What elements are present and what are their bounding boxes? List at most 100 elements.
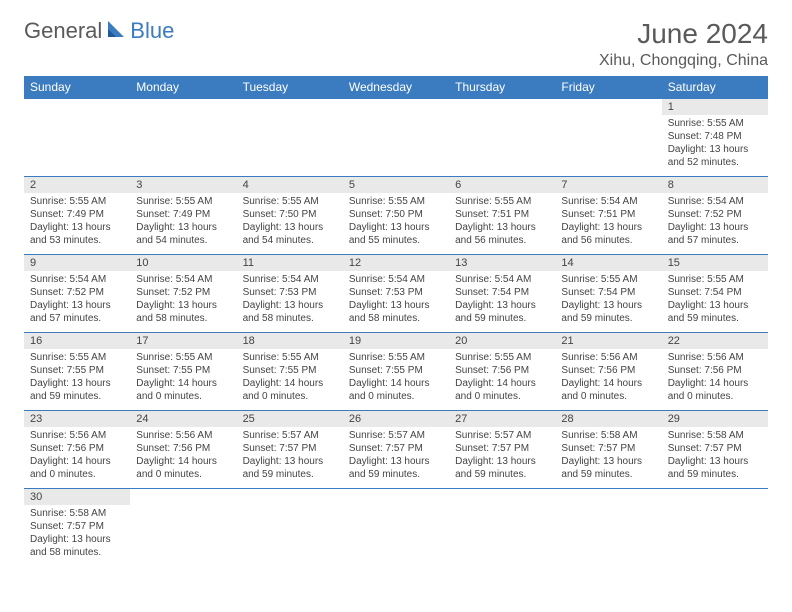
sunrise-line: Sunrise: 5:57 AM [349,429,443,442]
weekday-header: Sunday [24,76,130,99]
calendar-empty [555,489,661,567]
day-content: Sunrise: 5:55 AMSunset: 7:48 PMDaylight:… [662,115,768,173]
day-content: Sunrise: 5:56 AMSunset: 7:56 PMDaylight:… [662,349,768,407]
daylight-line: Daylight: 13 hours and 57 minutes. [30,299,124,325]
day-content: Sunrise: 5:57 AMSunset: 7:57 PMDaylight:… [237,427,343,485]
daylight-line: Daylight: 14 hours and 0 minutes. [30,455,124,481]
calendar-empty [343,99,449,177]
calendar-day: 8Sunrise: 5:54 AMSunset: 7:52 PMDaylight… [662,177,768,255]
sunset-line: Sunset: 7:49 PM [30,208,124,221]
calendar-empty [24,99,130,177]
day-content: Sunrise: 5:58 AMSunset: 7:57 PMDaylight:… [555,427,661,485]
sunset-line: Sunset: 7:55 PM [349,364,443,377]
day-content: Sunrise: 5:54 AMSunset: 7:51 PMDaylight:… [555,193,661,251]
day-number: 11 [237,255,343,271]
daylight-line: Daylight: 13 hours and 55 minutes. [349,221,443,247]
sunset-line: Sunset: 7:53 PM [243,286,337,299]
sunset-line: Sunset: 7:55 PM [136,364,230,377]
day-number: 29 [662,411,768,427]
day-content: Sunrise: 5:54 AMSunset: 7:52 PMDaylight:… [662,193,768,251]
day-number: 4 [237,177,343,193]
daylight-line: Daylight: 13 hours and 59 minutes. [668,299,762,325]
day-content: Sunrise: 5:55 AMSunset: 7:56 PMDaylight:… [449,349,555,407]
sunset-line: Sunset: 7:48 PM [668,130,762,143]
title-block: June 2024 Xihu, Chongqing, China [599,18,768,70]
daylight-line: Daylight: 13 hours and 56 minutes. [455,221,549,247]
daylight-line: Daylight: 13 hours and 56 minutes. [561,221,655,247]
day-number: 8 [662,177,768,193]
weekday-header: Thursday [449,76,555,99]
sunset-line: Sunset: 7:55 PM [243,364,337,377]
day-number: 17 [130,333,236,349]
day-content: Sunrise: 5:54 AMSunset: 7:52 PMDaylight:… [130,271,236,329]
daylight-line: Daylight: 13 hours and 58 minutes. [30,533,124,559]
day-number: 20 [449,333,555,349]
day-content: Sunrise: 5:55 AMSunset: 7:51 PMDaylight:… [449,193,555,251]
day-content: Sunrise: 5:55 AMSunset: 7:55 PMDaylight:… [237,349,343,407]
sunset-line: Sunset: 7:57 PM [243,442,337,455]
calendar: SundayMondayTuesdayWednesdayThursdayFrid… [24,76,768,567]
day-number: 5 [343,177,449,193]
location: Xihu, Chongqing, China [599,52,768,70]
sunrise-line: Sunrise: 5:54 AM [668,195,762,208]
sunrise-line: Sunrise: 5:54 AM [455,273,549,286]
calendar-day: 23Sunrise: 5:56 AMSunset: 7:56 PMDayligh… [24,411,130,489]
daylight-line: Daylight: 13 hours and 59 minutes. [455,455,549,481]
day-content: Sunrise: 5:54 AMSunset: 7:53 PMDaylight:… [237,271,343,329]
header: General Blue June 2024 Xihu, Chongqing, … [24,18,768,70]
day-number: 12 [343,255,449,271]
calendar-day: 16Sunrise: 5:55 AMSunset: 7:55 PMDayligh… [24,333,130,411]
calendar-empty [237,489,343,567]
sunset-line: Sunset: 7:52 PM [668,208,762,221]
sunset-line: Sunset: 7:57 PM [455,442,549,455]
sunrise-line: Sunrise: 5:55 AM [136,351,230,364]
day-number: 30 [24,489,130,505]
daylight-line: Daylight: 13 hours and 54 minutes. [243,221,337,247]
calendar-day: 14Sunrise: 5:55 AMSunset: 7:54 PMDayligh… [555,255,661,333]
calendar-day: 17Sunrise: 5:55 AMSunset: 7:55 PMDayligh… [130,333,236,411]
sunrise-line: Sunrise: 5:58 AM [30,507,124,520]
calendar-day: 2Sunrise: 5:55 AMSunset: 7:49 PMDaylight… [24,177,130,255]
day-number: 25 [237,411,343,427]
day-number: 18 [237,333,343,349]
sunset-line: Sunset: 7:52 PM [30,286,124,299]
sunrise-line: Sunrise: 5:56 AM [668,351,762,364]
day-content: Sunrise: 5:56 AMSunset: 7:56 PMDaylight:… [555,349,661,407]
daylight-line: Daylight: 13 hours and 58 minutes. [243,299,337,325]
calendar-day: 18Sunrise: 5:55 AMSunset: 7:55 PMDayligh… [237,333,343,411]
daylight-line: Daylight: 13 hours and 59 minutes. [668,455,762,481]
weekday-header: Monday [130,76,236,99]
month-title: June 2024 [599,18,768,50]
daylight-line: Daylight: 13 hours and 54 minutes. [136,221,230,247]
daylight-line: Daylight: 14 hours and 0 minutes. [668,377,762,403]
calendar-day: 27Sunrise: 5:57 AMSunset: 7:57 PMDayligh… [449,411,555,489]
calendar-day: 26Sunrise: 5:57 AMSunset: 7:57 PMDayligh… [343,411,449,489]
sunrise-line: Sunrise: 5:55 AM [349,351,443,364]
day-content: Sunrise: 5:55 AMSunset: 7:54 PMDaylight:… [662,271,768,329]
sunset-line: Sunset: 7:50 PM [243,208,337,221]
sunset-line: Sunset: 7:56 PM [668,364,762,377]
day-content: Sunrise: 5:57 AMSunset: 7:57 PMDaylight:… [343,427,449,485]
daylight-line: Daylight: 14 hours and 0 minutes. [561,377,655,403]
sunset-line: Sunset: 7:57 PM [349,442,443,455]
day-content: Sunrise: 5:55 AMSunset: 7:55 PMDaylight:… [130,349,236,407]
calendar-empty [449,489,555,567]
day-number: 14 [555,255,661,271]
day-content: Sunrise: 5:54 AMSunset: 7:54 PMDaylight:… [449,271,555,329]
logo-sail-icon [106,19,128,44]
daylight-line: Daylight: 14 hours and 0 minutes. [455,377,549,403]
sunrise-line: Sunrise: 5:56 AM [561,351,655,364]
daylight-line: Daylight: 13 hours and 59 minutes. [561,455,655,481]
calendar-empty [130,99,236,177]
sunrise-line: Sunrise: 5:55 AM [136,195,230,208]
sunset-line: Sunset: 7:57 PM [668,442,762,455]
sunset-line: Sunset: 7:56 PM [136,442,230,455]
calendar-day: 5Sunrise: 5:55 AMSunset: 7:50 PMDaylight… [343,177,449,255]
sunset-line: Sunset: 7:51 PM [455,208,549,221]
day-number: 1 [662,99,768,115]
sunset-line: Sunset: 7:54 PM [561,286,655,299]
sunset-line: Sunset: 7:56 PM [561,364,655,377]
day-content: Sunrise: 5:55 AMSunset: 7:50 PMDaylight:… [343,193,449,251]
calendar-row: 1Sunrise: 5:55 AMSunset: 7:48 PMDaylight… [24,99,768,177]
daylight-line: Daylight: 14 hours and 0 minutes. [349,377,443,403]
